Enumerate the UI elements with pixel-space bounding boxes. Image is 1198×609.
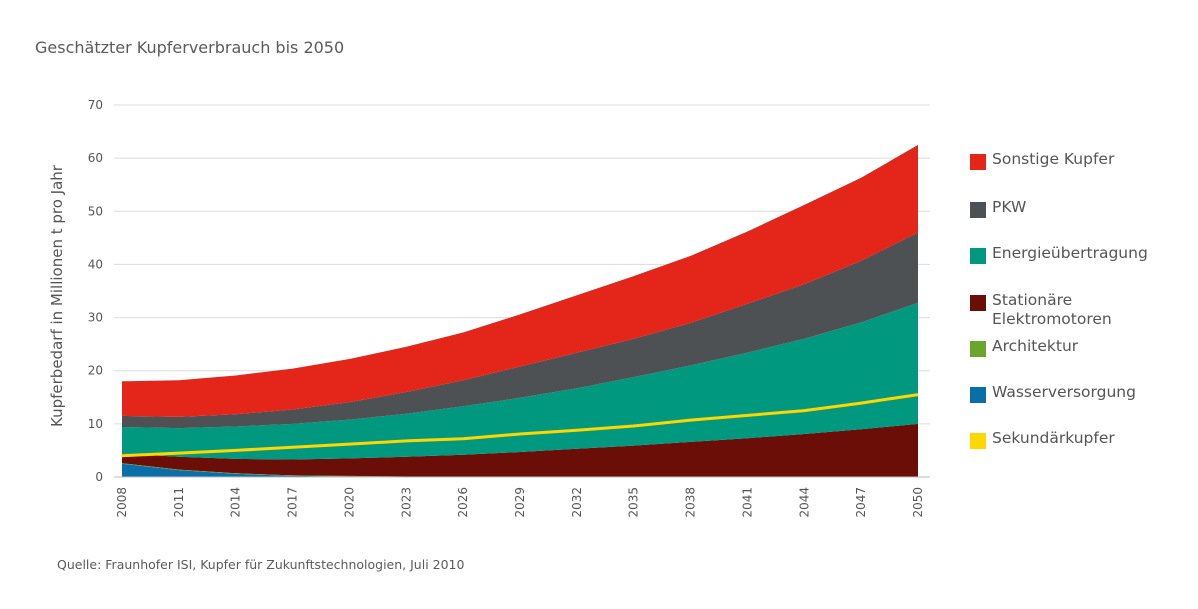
stacked-areas [122,144,918,477]
x-tick-label-2023: 2023 [399,487,413,518]
x-tick-label-2020: 2020 [342,487,356,518]
line-sekundaerkupfer [121,393,919,458]
y-tick-label-50: 50 [88,204,103,218]
axes: 0 10 20 30 40 50 60 70 2008 2011 2014 2017 2020 2023 2… [88,98,930,518]
area-station-re-elektromotoren [122,423,918,477]
legend-swatch [970,433,986,449]
x-tick-label-2050: 2050 [911,487,925,518]
x-tick-label-2011: 2011 [172,487,186,518]
x-tick-label-2047: 2047 [854,487,868,518]
line-series [121,393,919,458]
area-pkw [122,232,918,429]
legend-label: Architektur [992,337,1079,355]
y-tick-label-30: 30 [88,311,103,325]
legend-label: Sonstige Kupfer [992,150,1115,168]
source-note: Quelle: Fraunhofer ISI, Kupfer für Zukun… [57,557,465,572]
y-tick-label-10: 10 [88,417,103,431]
legend-swatch [970,295,986,311]
y-tick-label-70: 70 [88,98,103,112]
x-tick-label-2017: 2017 [286,487,300,518]
legend-swatch [970,248,986,264]
x-tick-label-2044: 2044 [797,487,811,518]
area-wasserversorgung [122,463,918,477]
y-tick-label-0: 0 [95,470,103,484]
chart-title: Geschätzter Kupferverbrauch bis 2050 [35,38,345,57]
y-tick-label-40: 40 [88,257,103,271]
x-tick-label-2038: 2038 [684,487,698,518]
legend-label: Energieübertragung [992,244,1148,262]
area-sonstige-kupfer [122,144,918,417]
x-tick-label-2032: 2032 [570,487,584,518]
x-tick-label-2026: 2026 [456,487,470,518]
legend-swatch [970,387,986,403]
x-tick-label-2041: 2041 [740,487,754,518]
legend-label: Sekundärkupfer [992,429,1115,447]
y-axis-label: Kupferbedarf in Millionen t pro Jahr [48,164,66,427]
legend-swatch [970,202,986,218]
area-energie-bertragung [122,302,918,460]
x-tick-label-2035: 2035 [627,487,641,518]
x-tick-label-2029: 2029 [513,487,527,518]
legend-swatch [970,154,986,170]
legend-label: Stationäre Elektromotoren [992,291,1112,328]
x-tick-label-2014: 2014 [229,487,243,518]
y-tick-label-20: 20 [88,364,103,378]
legend-label: Wasserversorgung [992,383,1136,401]
legend-label: PKW [992,198,1027,216]
y-tick-label-60: 60 [88,151,103,165]
legend-swatch [970,341,986,357]
x-tick-label-2008: 2008 [115,487,129,518]
